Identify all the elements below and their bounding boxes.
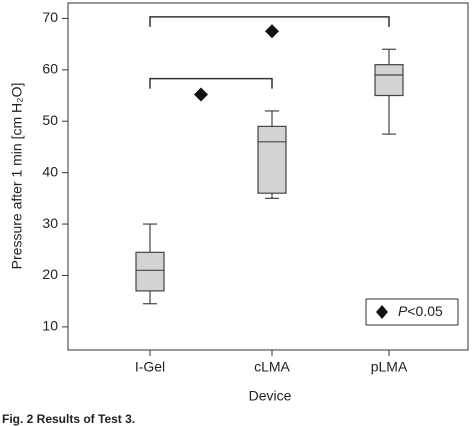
- y-tick-label: 60: [42, 61, 58, 77]
- y-axis-label: Pressure after 1 min [cm H₂O]: [9, 83, 25, 270]
- x-axis-label: Device: [249, 388, 292, 404]
- y-tick-label: 40: [42, 163, 58, 179]
- caption: Fig. 2 Results of Test 3.: [2, 412, 135, 426]
- y-tick-label: 70: [42, 9, 58, 25]
- box: [374, 64, 404, 97]
- legend-symbol: [376, 305, 388, 319]
- y-tick-label: 10: [42, 318, 58, 334]
- legend-label: P<0.05: [398, 303, 443, 319]
- plot-frame: [67, 2, 469, 351]
- y-tick-label: 30: [42, 215, 58, 231]
- x-tick-label: pLMA: [371, 359, 408, 375]
- significance-bracket: [149, 77, 273, 89]
- box: [135, 251, 165, 292]
- y-tick-label: 20: [42, 266, 58, 282]
- box: [257, 125, 287, 194]
- significance-marker: [265, 24, 279, 39]
- significance-marker: [194, 87, 208, 102]
- legend-label-rest: <0.05: [407, 303, 443, 319]
- legend: P<0.05: [365, 298, 459, 326]
- x-tick-label: cLMA: [254, 359, 290, 375]
- x-tick-label: I-Gel: [135, 359, 165, 375]
- y-tick-label: 50: [42, 112, 58, 128]
- significance-bracket: [149, 16, 390, 27]
- legend-label-italic: P: [398, 303, 408, 319]
